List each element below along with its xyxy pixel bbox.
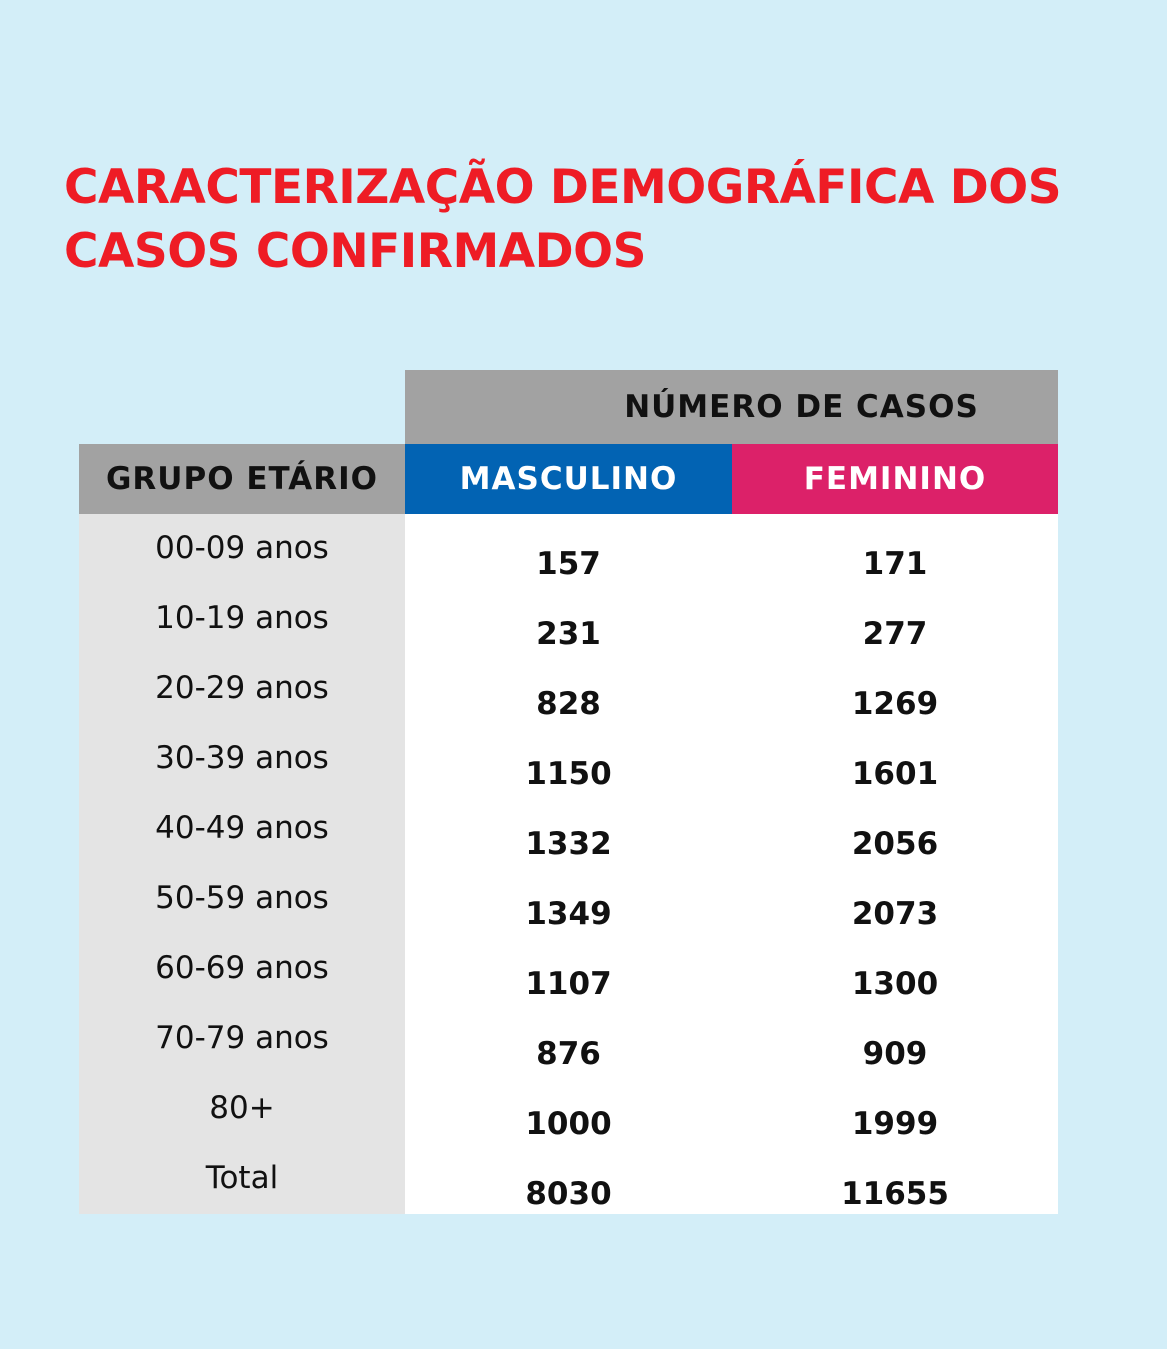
cell-feminino: 1601 [851,756,939,792]
page-title: CARACTERIZAÇÃO DEMOGRÁFICA DOS CASOS CON… [64,160,1062,279]
cell-feminino: 171 [862,546,928,582]
table-row: Total 8030 11655 [79,1144,1058,1214]
cell-grupo-etario: 50-59 anos [155,880,329,916]
cell-masculino: 1150 [525,756,612,792]
header-masculino: MASCULINO [405,444,732,514]
table-row: 30-39 anos 1150 1601 [79,724,1058,794]
cell-masculino: 876 [536,1036,601,1072]
cell-grupo-etario: 80+ [209,1090,275,1126]
header-numero-de-casos: NÚMERO DE CASOS [405,370,1058,444]
cell-grupo-etario: 40-49 anos [155,810,329,846]
table-row: 40-49 anos 1332 2056 [79,794,1058,864]
table-row: 00-09 anos 157 171 [79,514,1058,584]
cell-feminino: 11655 [841,1176,949,1212]
table-row: 60-69 anos 1107 1300 [79,934,1058,1004]
cell-feminino: 277 [862,616,928,652]
table-body: 00-09 anos 157 171 10-19 anos 231 277 20-29 an… [79,514,1058,1214]
table-row: 50-59 anos 1349 2073 [79,864,1058,934]
table-row: 70-79 anos 876 909 [79,1004,1058,1074]
cell-feminino: 1300 [851,966,939,1002]
cell-masculino: 1107 [525,966,612,1002]
cell-grupo-etario: 00-09 anos [155,530,329,566]
cell-grupo-etario: 10-19 anos [155,600,329,636]
group-column-background [79,514,405,1214]
header-feminino: FEMININO [732,444,1058,514]
cell-feminino: 1999 [851,1106,939,1142]
cell-masculino: 1349 [525,896,612,932]
table-row: 10-19 anos 231 277 [79,584,1058,654]
cell-masculino: 157 [536,546,601,582]
cell-feminino: 909 [862,1036,928,1072]
cell-grupo-etario: 30-39 anos [155,740,329,776]
cell-grupo-etario: 70-79 anos [155,1020,329,1056]
cell-feminino: 1269 [851,686,939,722]
values-column-background [405,514,1058,1214]
cell-grupo-etario: 60-69 anos [155,950,329,986]
cell-masculino: 231 [536,616,601,652]
header-grupo-etario: GRUPO ETÁRIO [79,444,405,514]
cell-masculino: 1000 [525,1106,612,1142]
cell-grupo-etario: Total [205,1160,279,1196]
cell-feminino: 2056 [851,826,939,862]
cell-feminino: 2073 [851,896,939,932]
cell-masculino: 1332 [525,826,612,862]
cell-masculino: 828 [536,686,601,722]
table-row: 80+ 1000 1999 [79,1074,1058,1144]
cell-masculino: 8030 [525,1176,612,1212]
table-row: 20-29 anos 828 1269 [79,654,1058,724]
cell-grupo-etario: 20-29 anos [155,670,329,706]
